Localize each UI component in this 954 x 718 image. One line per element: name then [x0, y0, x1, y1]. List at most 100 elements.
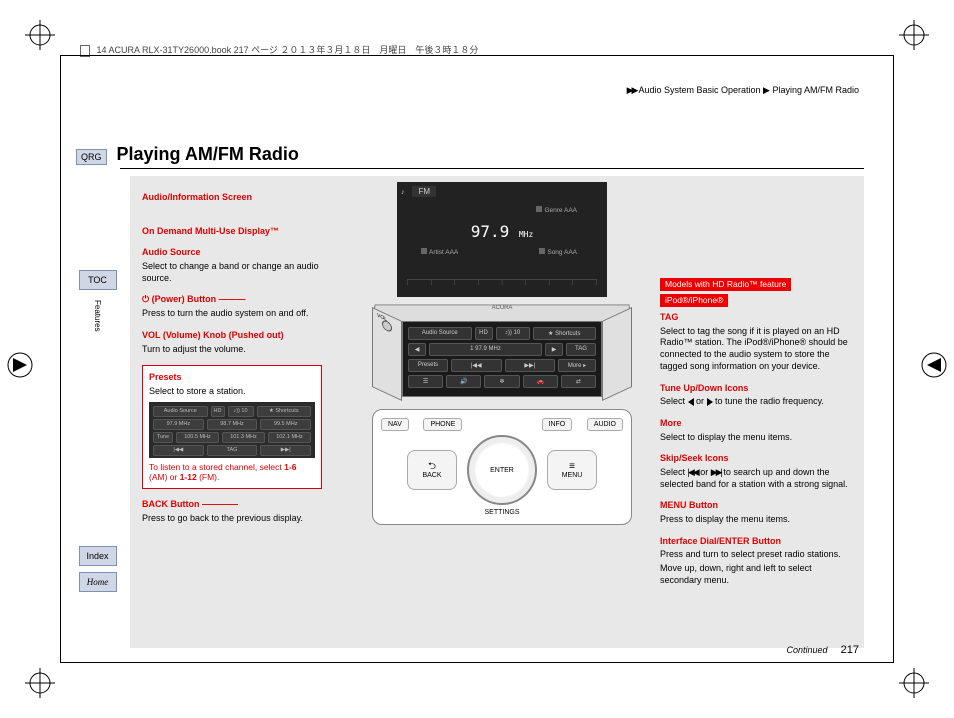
- song-text: Song AAA: [547, 249, 577, 256]
- seek-fwd-icon: ▶▶|: [711, 467, 721, 477]
- preset-chip: TAG: [207, 445, 258, 456]
- desc-back: Press to go back to the previous display…: [142, 513, 342, 525]
- file-info-text: 14 ACURA RLX-31TY26000.book 217 ページ ２０１３…: [97, 45, 479, 55]
- frequency-display: 97.9 MHz: [397, 222, 607, 241]
- preset-chip: 102.1 MHz: [268, 432, 311, 443]
- info-button[interactable]: INFO: [542, 418, 573, 431]
- chip-signal: ♪)) 10: [496, 327, 530, 340]
- preset-chip: 98.7 MHz: [207, 419, 258, 430]
- right-column: Models with HD Radio™ feature iPod®/iPho…: [654, 176, 864, 648]
- crop-mark-icon: [919, 350, 949, 380]
- back-arrow-icon: ⮌: [428, 462, 436, 472]
- artist-text: Artist AAA: [429, 249, 458, 256]
- chip-hd: HD: [475, 327, 493, 340]
- crop-mark-icon: [899, 20, 929, 50]
- preset-chip: Audio Source: [153, 406, 208, 417]
- preset-chip: ★ Shortcuts: [257, 406, 312, 417]
- footer-icon[interactable]: ⇄: [561, 375, 596, 388]
- label-odmd: On Demand Multi-Use Display™: [142, 226, 342, 238]
- desc-tag: Select to tag the song if it is played o…: [660, 326, 854, 373]
- chip-audio-source[interactable]: Audio Source: [408, 327, 472, 340]
- label-back: BACK Button ————: [142, 499, 342, 511]
- chip-presets[interactable]: Presets: [408, 359, 448, 372]
- page-title: Playing AM/FM Radio: [117, 144, 299, 165]
- sidebar-item-index[interactable]: Index: [79, 546, 117, 566]
- nav-button[interactable]: NAV: [381, 418, 409, 431]
- chip-tag[interactable]: TAG: [566, 343, 596, 356]
- audio-button[interactable]: AUDIO: [587, 418, 623, 431]
- dashboard-outline: ACURA VOL Audio Source HD ♪)) 10 ★ Short…: [372, 303, 632, 397]
- desc-audio-source: Select to change a band or change an aud…: [142, 261, 342, 284]
- band-tab: FM: [412, 186, 436, 197]
- seek-back-icon[interactable]: |◀◀: [451, 359, 502, 372]
- preset-screenshot: Audio Source HD ♪)) 10 ★ Shortcuts 97.9 …: [149, 402, 315, 458]
- desc-presets: Select to store a station.: [149, 386, 315, 398]
- settings-button[interactable]: SETTINGS: [381, 509, 623, 516]
- label-menu: MENU Button: [660, 500, 854, 512]
- crop-mark-icon: [25, 668, 55, 698]
- preset-chip: 99.5 MHz: [260, 419, 311, 430]
- center-column: ♪ FM Genre AAA 97.9 MHz Artist AAA Song …: [350, 176, 654, 648]
- label-tune: Tune Up/Down Icons: [660, 383, 854, 395]
- label-tag: TAG: [660, 312, 854, 324]
- breadcrumb-seg1: Audio System Basic Operation: [638, 85, 760, 95]
- crop-mark-icon: [5, 350, 35, 380]
- badge-hd-models: Models with HD Radio™ feature: [660, 278, 791, 291]
- sidebar-features-label: Features: [93, 296, 102, 336]
- footer-icon[interactable]: 🚗: [523, 375, 558, 388]
- title-rule: [120, 168, 864, 169]
- label-vol: VOL (Volume) Knob (Pushed out): [142, 330, 342, 342]
- desc-interface-dial-2: Move up, down, right and left to select …: [660, 563, 854, 586]
- page-number: 217: [841, 644, 859, 656]
- tune-down-icon[interactable]: ◀: [408, 343, 426, 356]
- chip-current-freq[interactable]: 1 97.9 MHz: [429, 343, 542, 356]
- desc-skip: Select |◀◀ or ▶▶| to search up and down …: [660, 467, 854, 490]
- crop-mark-icon: [899, 668, 929, 698]
- breadcrumb-seg2: Playing AM/FM Radio: [772, 85, 859, 95]
- interface-dial[interactable]: ENTER: [467, 435, 537, 505]
- label-audio-info: Audio/Information Screen: [142, 192, 342, 204]
- preset-callout-box: Presets Select to store a station. Audio…: [142, 365, 322, 489]
- desc-power: Press to turn the audio system on and of…: [142, 308, 342, 320]
- left-column: Audio/Information Screen On Demand Multi…: [130, 176, 350, 648]
- control-panel: NAV PHONE INFO AUDIO ⮌ BACK ENTER ≡ MENU: [372, 409, 632, 525]
- label-audio-source: Audio Source: [142, 247, 342, 259]
- badge-ipod: iPod®/iPhone®: [660, 294, 728, 307]
- preset-chip: |◀◀: [153, 445, 204, 456]
- label-power: ⏻ (Power) Button ———: [142, 294, 342, 306]
- phone-button[interactable]: PHONE: [423, 418, 462, 431]
- upper-info-screen: ♪ FM Genre AAA 97.9 MHz Artist AAA Song …: [397, 182, 607, 297]
- breadcrumb-arrows: ▶▶: [627, 85, 637, 95]
- breadcrumb-sep: ▶: [763, 85, 770, 95]
- menu-bars-icon: ≡: [569, 462, 575, 472]
- sidebar-item-home[interactable]: Home: [79, 572, 117, 592]
- desc-tune: Select or to tune the radio frequency.: [660, 396, 854, 408]
- menu-button[interactable]: ≡ MENU: [547, 450, 597, 490]
- chip-shortcuts[interactable]: ★ Shortcuts: [533, 327, 597, 340]
- brand-label: ACURA: [492, 305, 513, 310]
- label-skip: Skip/Seek Icons: [660, 453, 854, 465]
- sidebar-item-toc[interactable]: TOC: [79, 270, 117, 290]
- preset-note: To listen to a stored channel, select 1-…: [149, 462, 315, 482]
- crop-mark-icon: [25, 20, 55, 50]
- preset-chip: 101.3 MHz: [222, 432, 265, 443]
- enter-label: ENTER: [490, 467, 514, 474]
- seek-fwd-icon[interactable]: ▶▶|: [505, 359, 556, 372]
- multi-use-display: Audio Source HD ♪)) 10 ★ Shortcuts ◀ 1 9…: [402, 321, 602, 397]
- power-icon: ⏻: [142, 294, 149, 304]
- label-interface-dial: Interface Dial/ENTER Button: [660, 536, 854, 548]
- footer-icon[interactable]: ❄: [484, 375, 519, 388]
- back-button[interactable]: ⮌ BACK: [407, 450, 457, 490]
- chip-more[interactable]: More ▸: [558, 359, 596, 372]
- desc-interface-dial-1: Press and turn to select preset radio st…: [660, 549, 854, 561]
- tune-up-icon[interactable]: ▶: [545, 343, 563, 356]
- breadcrumb: ▶▶ Audio System Basic Operation ▶ Playin…: [627, 85, 859, 96]
- preset-chip: ♪)) 10: [228, 406, 254, 417]
- preset-chip: HD: [211, 406, 225, 417]
- preset-chip: 100.5 MHz: [176, 432, 219, 443]
- footer-icon[interactable]: ☰: [408, 375, 443, 388]
- content-area: Audio/Information Screen On Demand Multi…: [130, 176, 864, 648]
- footer-icon[interactable]: 🔊: [446, 375, 481, 388]
- label-power-text: (Power) Button: [152, 294, 217, 304]
- desc-more: Select to display the menu items.: [660, 432, 854, 444]
